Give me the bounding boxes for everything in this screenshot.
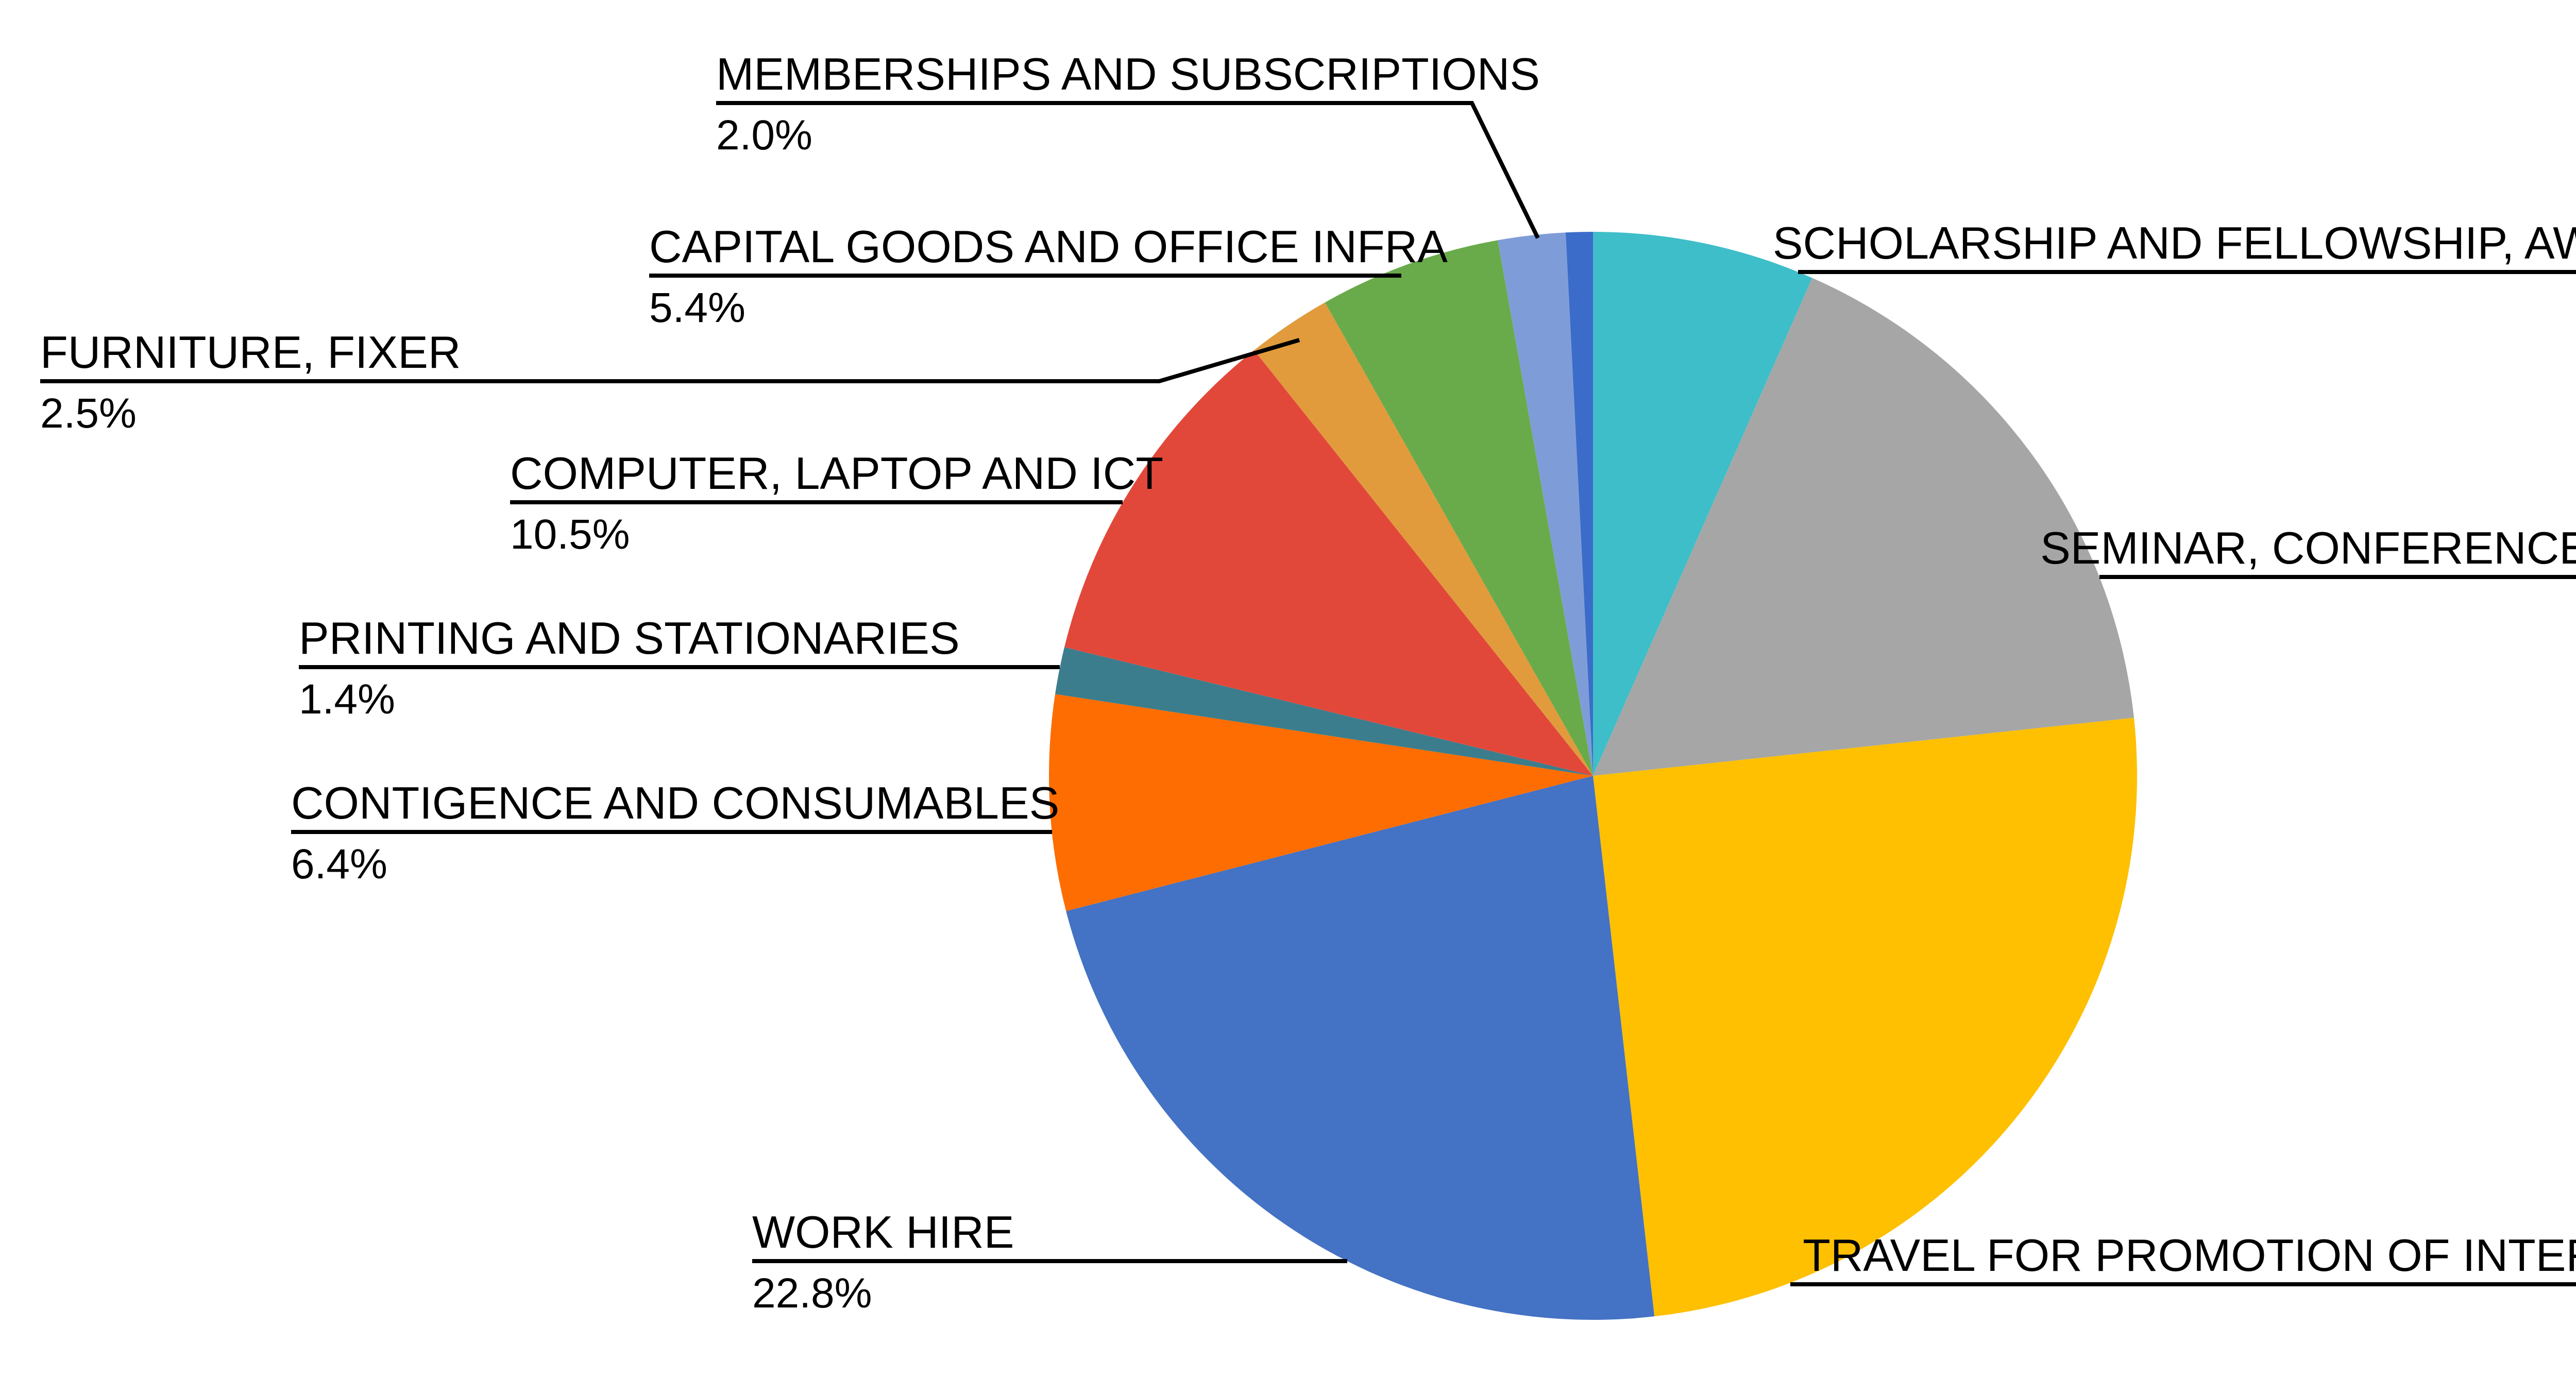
leader-line-memberships: [716, 101, 1540, 239]
pie-slice-work-hire[interactable]: [1066, 776, 1655, 1320]
slice-pct-capital-goods: 5.4%: [649, 284, 745, 331]
slice-label-seminar: SEMINAR, CONFERENCE, EVENTS AND DELE...: [2040, 522, 2576, 573]
slice-label-travel: TRAVEL FOR PROMOTION OF INTERNATIONAL RE…: [1803, 1230, 2576, 1281]
pie-slice-scholarship[interactable]: [1593, 232, 1812, 776]
slice-pct-work-hire: 22.8%: [752, 1270, 872, 1317]
pie-slice-other[interactable]: [1565, 231, 1593, 776]
slice-label-contingence: CONTIGENCE AND CONSUMABLES: [291, 777, 1060, 828]
leader-lines: [40, 101, 2576, 1286]
slice-pct-furniture: 2.5%: [40, 390, 137, 437]
slice-pct-contingence: 6.4%: [291, 841, 387, 888]
pie-slice-contingence[interactable]: [1049, 694, 1593, 911]
pie-slice-capital-goods[interactable]: [1325, 240, 1593, 776]
slice-pct-computer: 10.5%: [510, 511, 630, 558]
pie-slice-travel[interactable]: [1593, 718, 2138, 1317]
pie-slice-furniture[interactable]: [1254, 302, 1593, 776]
pie-slice-computer[interactable]: [1064, 350, 1593, 776]
slice-label-printing: PRINTING AND STATIONARIES: [299, 613, 960, 664]
slice-pct-memberships: 2.0%: [716, 112, 812, 159]
slice-label-computer: COMPUTER, LAPTOP AND ICT: [510, 448, 1164, 499]
pie-slices: [1049, 231, 2138, 1320]
pie-slice-memberships[interactable]: [1498, 232, 1593, 776]
slice-label-capital-goods: CAPITAL GOODS AND OFFICE INFRA: [649, 221, 1448, 272]
slice-label-work-hire: WORK HIRE: [752, 1206, 1014, 1257]
pie-slice-printing[interactable]: [1055, 647, 1593, 776]
slice-label-scholarship: SCHOLARSHIP AND FELLOWSHIP, AWARDS, REWA…: [1772, 217, 2576, 268]
slice-label-memberships: MEMBERSHIPS AND SUBSCRIPTIONS: [716, 48, 1540, 99]
pie-slice-seminar[interactable]: [1593, 278, 2134, 776]
leader-line-furniture: [40, 338, 1300, 383]
slice-label-furniture: FURNITURE, FIXER: [40, 327, 461, 378]
slice-pct-printing: 1.4%: [299, 676, 395, 723]
